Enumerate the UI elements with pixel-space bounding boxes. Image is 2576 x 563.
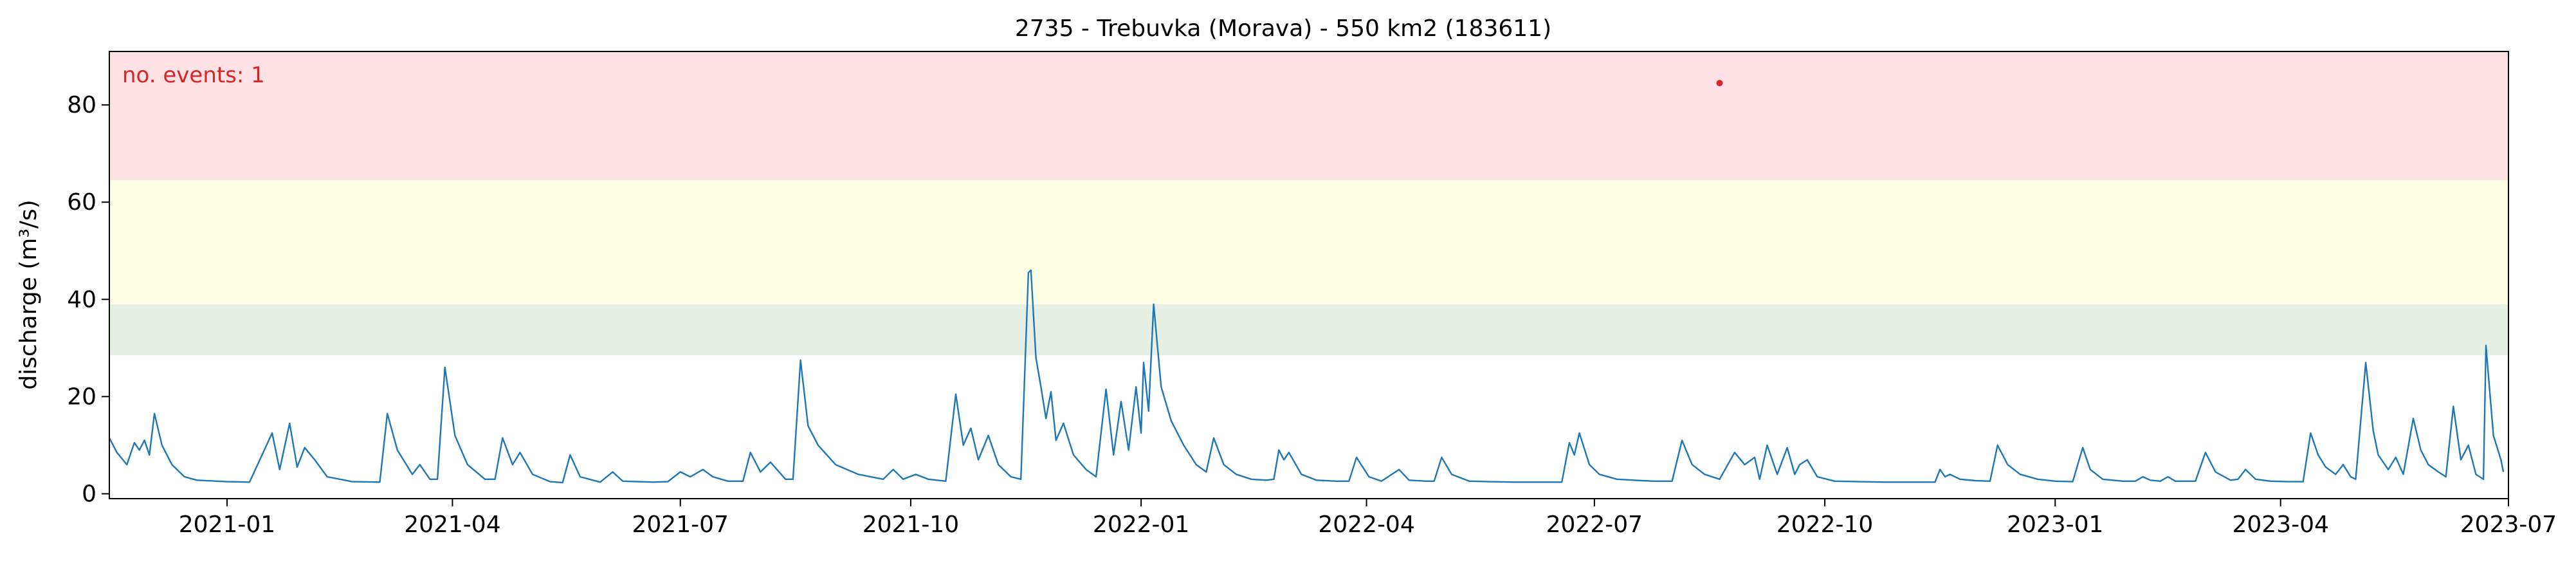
- x-tick-label: 2022-01: [1093, 512, 1189, 538]
- y-axis-label: discharge (m³/s): [15, 199, 42, 389]
- x-tick-label: 2022-04: [1318, 512, 1414, 538]
- y-tick-label: 40: [67, 286, 96, 313]
- y-tick-label: 0: [82, 481, 96, 507]
- x-tick-label: 2021-04: [404, 512, 500, 538]
- x-tick-label: 2022-07: [1546, 512, 1643, 538]
- x-tick-label: 2021-07: [632, 512, 729, 538]
- threshold-band-1: [109, 304, 2508, 356]
- series-line-1: [108, 269, 2505, 484]
- y-tick-label: 60: [67, 189, 96, 216]
- axes-frame: [109, 51, 2509, 499]
- chart-title: 2735 - Trebuvka (Morava) - 550 km2 (1836…: [1015, 15, 1551, 42]
- x-tick-label: 2023-01: [2007, 512, 2103, 538]
- y-tick-label: 80: [67, 92, 96, 118]
- x-tick-label: 2021-10: [863, 512, 959, 538]
- x-tick-label: 2022-10: [1777, 512, 1873, 538]
- event-marker: [1716, 80, 1723, 87]
- threshold-band-2: [109, 180, 2508, 304]
- events-count-annotation: no. events: 1: [122, 62, 265, 88]
- threshold-band-3: [109, 51, 2508, 181]
- x-tick-label: 2023-04: [2232, 512, 2328, 538]
- x-tick-label: 2021-01: [179, 512, 275, 538]
- x-tick-label: 2023-07: [2460, 512, 2557, 538]
- y-tick-label: 20: [67, 383, 96, 410]
- plot-area: 0 20 40 60 80 2021-01 2021-04 2021-07 2021-10 202…: [67, 51, 2557, 538]
